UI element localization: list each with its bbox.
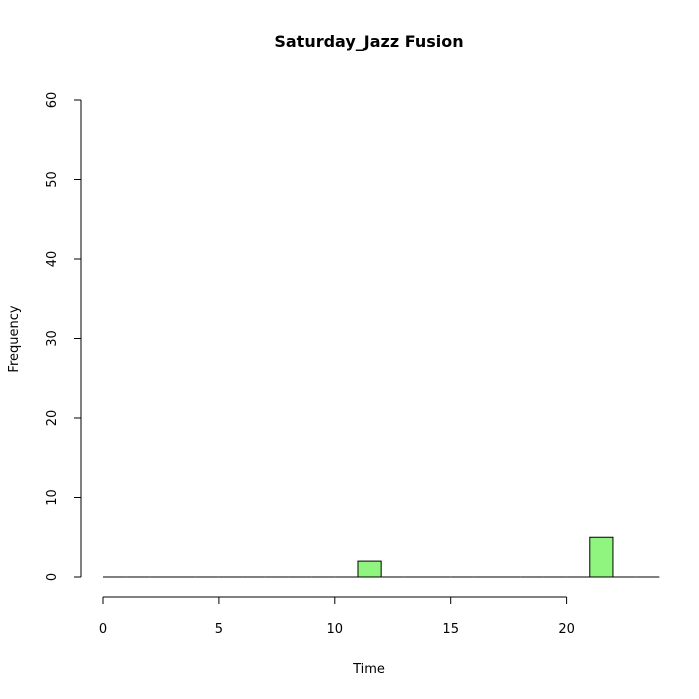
chart-title: Saturday_Jazz Fusion: [274, 32, 463, 51]
x-tick-label: 0: [99, 622, 107, 637]
y-tick-label: 0: [45, 573, 60, 581]
x-tick-label: 15: [442, 622, 459, 637]
histogram-bar: [590, 537, 613, 577]
y-tick-label: 20: [45, 410, 60, 427]
y-axis-label: Frequency: [7, 305, 22, 372]
x-axis: 0 5 10 15 20: [99, 597, 575, 637]
histogram-bar: [358, 561, 381, 577]
y-tick-label: 60: [45, 92, 60, 109]
y-tick-label: 10: [45, 489, 60, 506]
x-tick-label: 5: [215, 622, 223, 637]
y-tick-label: 30: [45, 330, 60, 347]
y-tick-label: 40: [45, 251, 60, 268]
y-tick-label: 50: [45, 171, 60, 188]
x-axis-label: Time: [352, 662, 385, 677]
bars: [103, 537, 659, 577]
x-tick-label: 10: [327, 622, 344, 637]
y-axis: 0 10 20 30 40 50 60: [45, 92, 81, 581]
x-tick-label: 20: [558, 622, 575, 637]
